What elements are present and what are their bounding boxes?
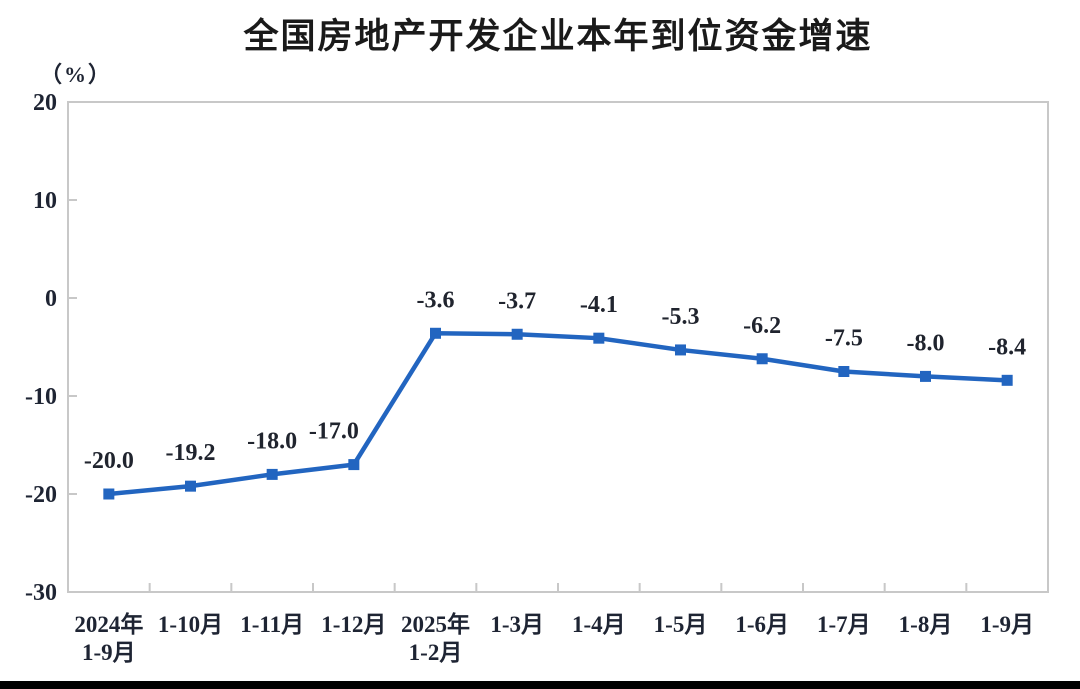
data-point-marker <box>185 480 196 492</box>
x-axis-label: 1-7月 <box>817 612 871 637</box>
x-axis-label: 1-3月 <box>490 612 544 637</box>
x-axis-label: 2024年 1-9月 <box>74 611 143 665</box>
data-point-label: -18.0 <box>247 428 297 454</box>
data-point-label: -3.6 <box>417 287 455 313</box>
x-axis-label: 1-11月 <box>240 612 304 637</box>
y-axis-unit-label: （%） <box>40 62 113 87</box>
x-axis-label: 1-10月 <box>158 612 223 637</box>
plot-border <box>67 101 1049 593</box>
data-point-marker <box>593 332 605 344</box>
y-axis-label: -30 <box>25 580 57 606</box>
x-axis-label: 1-9月 <box>980 612 1034 637</box>
data-point-marker <box>430 327 441 339</box>
data-point-label: -3.7 <box>498 288 536 314</box>
x-axis-label: 1-4月 <box>572 612 626 637</box>
data-point-label: -7.5 <box>825 326 863 352</box>
data-point-label: -8.4 <box>988 334 1026 360</box>
data-point-marker <box>348 459 360 471</box>
data-point-label: -4.1 <box>580 292 618 318</box>
data-point-marker <box>756 353 768 365</box>
x-axis-label: 2025年 1-2月 <box>401 611 470 665</box>
y-axis-label: 20 <box>33 90 57 116</box>
data-point-marker <box>103 488 115 500</box>
y-axis-label: -10 <box>25 384 57 410</box>
y-axis-label: -20 <box>25 482 57 508</box>
x-axis-label: 1-5月 <box>654 612 708 637</box>
chart-title: 全国房地产开发企业本年到位资金增速 <box>243 17 873 56</box>
data-point-label: -19.2 <box>166 440 216 466</box>
data-point-marker <box>838 366 850 377</box>
x-axis-label: 1-8月 <box>899 612 953 637</box>
y-axis-label: 0 <box>45 286 57 312</box>
data-point-label: -20.0 <box>84 448 134 474</box>
bottom-border-bar <box>0 681 1080 689</box>
x-axis-label: 1-6月 <box>735 612 789 637</box>
data-point-marker <box>920 370 931 382</box>
data-point-marker <box>266 468 278 480</box>
data-point-label: -17.0 <box>309 419 359 445</box>
x-axis-label: 1-12月 <box>321 612 386 637</box>
data-point-marker <box>1001 374 1013 386</box>
data-point-label: -8.0 <box>907 330 945 356</box>
data-line <box>108 331 1008 497</box>
y-axis-label: 10 <box>33 188 57 214</box>
data-point-label: -5.3 <box>662 304 700 330</box>
data-point-marker <box>511 328 523 340</box>
data-point-label: -6.2 <box>743 313 781 339</box>
data-point-marker <box>675 344 686 356</box>
